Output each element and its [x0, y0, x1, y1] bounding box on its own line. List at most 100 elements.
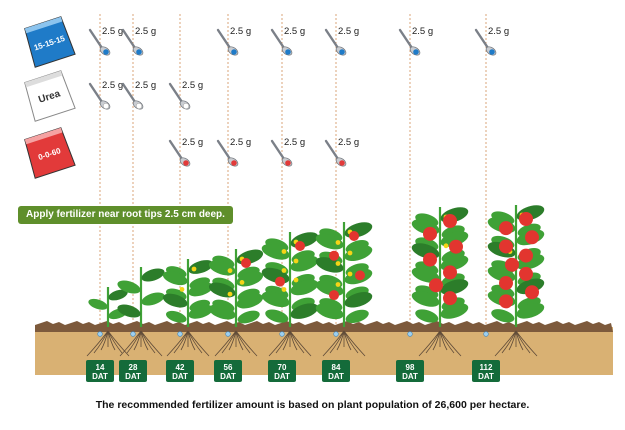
fertilizer-granules	[182, 102, 190, 110]
spoon-dose: 2.5 g	[398, 26, 433, 56]
leaf	[415, 309, 439, 323]
dat-unit: DAT	[274, 372, 290, 381]
flower	[281, 249, 287, 254]
root	[187, 330, 210, 357]
flower	[335, 282, 341, 287]
fertilizer-granules	[285, 49, 291, 55]
dose-label: 2.5 g	[135, 80, 156, 91]
spoon-dose: 2.5 g	[88, 26, 123, 56]
dat-unit: DAT	[220, 372, 236, 381]
bag-seal	[24, 16, 63, 34]
dose-label: 2.5 g	[182, 80, 203, 91]
root	[275, 330, 291, 354]
spoon-handle	[216, 139, 232, 161]
dat-badge-bg	[214, 360, 242, 382]
root	[221, 330, 237, 354]
tomato-fruit	[443, 214, 457, 228]
spoon-handle	[121, 28, 137, 50]
root	[432, 330, 441, 351]
dat-day: 28	[129, 363, 138, 372]
spoon-dose: 2.5 g	[270, 137, 305, 167]
tomato-fruit	[443, 265, 457, 280]
dat-unit: DAT	[328, 372, 344, 381]
root	[418, 330, 441, 357]
leaf	[290, 303, 319, 319]
root	[140, 330, 149, 351]
dose-label: 2.5 g	[488, 26, 509, 37]
leaf	[344, 245, 373, 262]
flower	[281, 268, 287, 273]
tomato-fruit	[499, 239, 513, 254]
tomato-fruit	[443, 291, 457, 306]
root	[166, 330, 189, 357]
tomato-plant	[86, 287, 130, 357]
flower	[293, 258, 299, 264]
root	[173, 330, 189, 354]
leaf	[188, 304, 214, 319]
leaf	[188, 282, 214, 297]
dat-badge-bg	[166, 360, 194, 382]
tomato-fruit	[499, 221, 513, 236]
tomato-fruit	[423, 252, 437, 267]
root	[235, 330, 258, 357]
dose-label: 2.5 g	[102, 80, 123, 91]
spoon-dose: 2.5 g	[270, 26, 305, 56]
dat-day: 70	[278, 363, 287, 372]
leaf	[236, 293, 264, 309]
root	[515, 330, 538, 357]
dat-unit: DAT	[125, 372, 141, 381]
dat-day: 84	[332, 363, 341, 372]
root	[187, 330, 196, 351]
dose-label: 2.5 g	[284, 137, 305, 148]
spoon-dose: 2.5 g	[324, 137, 359, 167]
leaf	[162, 271, 188, 286]
instruction-banner: Apply fertilizer near root tips 2.5 cm d…	[18, 206, 233, 224]
tomato-fruit	[519, 248, 533, 263]
dat-timeline: 14DAT28DAT42DAT56DAT70DAT84DAT98DAT112DA…	[86, 360, 500, 382]
leaf	[237, 310, 260, 324]
fertilizer-granules	[489, 49, 495, 55]
root	[329, 330, 345, 354]
tomato-fruit	[449, 239, 463, 254]
tomato-fruit	[295, 241, 305, 251]
leaf	[141, 268, 165, 282]
flower	[191, 266, 197, 272]
soil-surface	[35, 321, 613, 332]
leaf	[165, 310, 187, 323]
application-point	[483, 331, 489, 337]
root	[425, 330, 441, 354]
flower	[293, 277, 299, 283]
root	[515, 330, 524, 351]
application-point	[225, 331, 231, 337]
fertilizer-granules	[183, 160, 189, 166]
tomato-plant	[261, 232, 319, 357]
root	[439, 330, 448, 351]
root	[126, 330, 142, 354]
spoon-dose: 2.5 g	[121, 80, 156, 110]
fertilizer-granules	[285, 160, 291, 166]
dat-day: 14	[96, 363, 105, 372]
flower	[281, 287, 287, 292]
dat-unit: DAT	[172, 372, 188, 381]
root	[289, 330, 298, 351]
spoon-dose: 2.5 g	[474, 26, 509, 56]
fertilizer-bag-urea: Urea	[24, 70, 76, 122]
root	[235, 330, 244, 351]
root	[508, 330, 517, 351]
tomato-plant	[117, 267, 165, 357]
dose-label: 2.5 g	[135, 26, 156, 37]
root	[343, 330, 352, 351]
root	[107, 330, 116, 351]
leaf	[208, 304, 236, 320]
tomato-fruit	[329, 290, 339, 301]
tomato-plant	[315, 222, 373, 357]
dose-label: 2.5 g	[182, 137, 203, 148]
spoon-dose: 2.5 g	[88, 80, 123, 110]
dat-unit: DAT	[478, 372, 494, 381]
leaf	[88, 298, 108, 310]
spoon-handle	[88, 28, 104, 50]
